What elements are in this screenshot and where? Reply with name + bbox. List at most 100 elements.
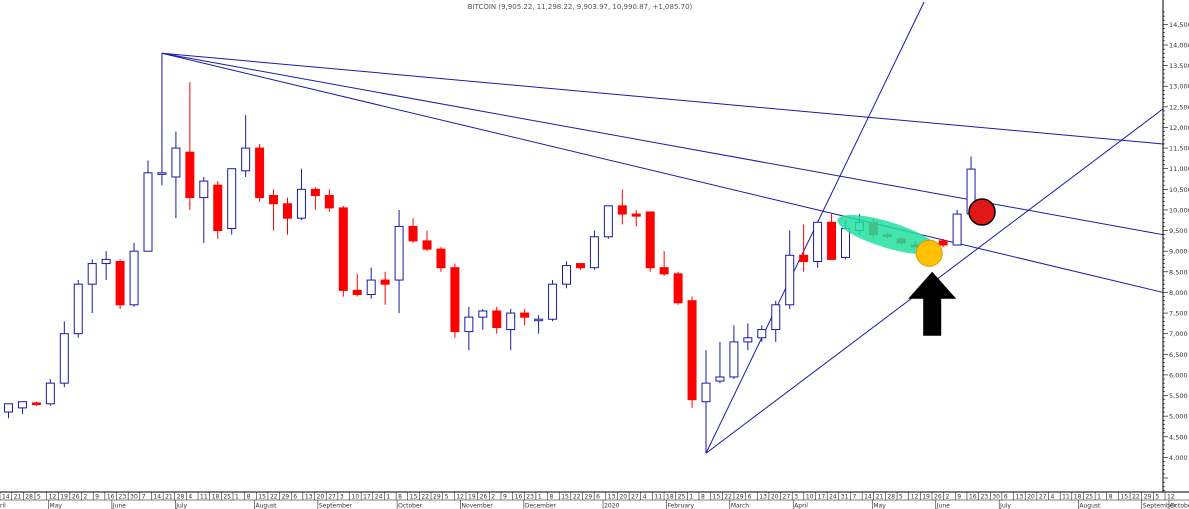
x-day-label: 12: [1167, 494, 1175, 501]
candle-body: [199, 180, 209, 199]
x-axis: 14 21 28 5 12 19 26 2 9 16 23 30 7 14 21 28 4 11 18 25 1 8 15 2…: [0, 491, 1189, 509]
x-month-label: ril: [0, 503, 6, 509]
candle-body: [575, 263, 585, 269]
candle-body: [589, 236, 599, 269]
x-day-label: 4: [643, 494, 647, 501]
x-day-label: 1: [538, 494, 542, 501]
candle-body: [506, 312, 516, 331]
candle-body: [255, 147, 265, 199]
candle-body: [380, 279, 390, 285]
candle-body: [422, 240, 432, 250]
candle-body: [464, 316, 474, 333]
x-day-label: 24: [375, 494, 383, 501]
candle-body: [338, 207, 348, 291]
x-month-label: September: [1143, 503, 1177, 509]
x-day-label: 7: [142, 494, 146, 501]
x-day-label: 12: [456, 494, 464, 501]
x-day-label: 20: [1027, 494, 1035, 501]
y-axis: 4,000 4,500 5,000 5,500 6,000 6,500 7,000 7,500…: [1162, 0, 1189, 492]
candle-body: [213, 184, 223, 232]
x-month-label: May: [873, 503, 886, 509]
x-day-label: 29: [585, 494, 593, 501]
candle-body: [771, 304, 781, 331]
x-day-label: 24: [829, 494, 837, 501]
x-day-label: 26: [480, 494, 488, 501]
candle-body: [617, 205, 627, 215]
candle-body: [827, 221, 837, 260]
x-day-label: 22: [724, 494, 732, 501]
y-tick-label: 9,000: [1169, 248, 1188, 256]
x-day-label: 20: [771, 494, 779, 501]
x-day-label: 29: [282, 494, 290, 501]
candle-body: [45, 382, 55, 405]
x-month-label: 2020: [604, 503, 619, 509]
x-day-label: 13: [608, 494, 616, 501]
candle-body: [129, 250, 139, 306]
candle-body: [227, 168, 237, 230]
y-tick-label: 4,500: [1169, 433, 1188, 441]
candle-body: [450, 267, 460, 333]
x-day-label: 14: [864, 494, 872, 501]
x-day-label: 15: [1120, 494, 1128, 501]
x-month-label: October: [398, 503, 423, 509]
x-day-label: 8: [550, 494, 554, 501]
y-tick-label: 5,500: [1169, 392, 1188, 400]
x-day-label: 23: [119, 494, 127, 501]
x-month-label: November: [461, 503, 493, 509]
x-day-label: 14: [153, 494, 161, 501]
x-day-label: 21: [165, 494, 173, 501]
x-day-label: 18: [212, 494, 220, 501]
x-day-label: 3: [794, 494, 798, 501]
red-circle: [968, 198, 996, 226]
candle-body: [115, 260, 125, 306]
candle-body: [729, 341, 739, 378]
y-tick-label: 5,000: [1169, 413, 1188, 421]
x-day-label: 22: [421, 494, 429, 501]
y-tick-label: 14,000: [1169, 41, 1189, 49]
candle-body: [87, 263, 97, 285]
x-day-label: 28: [177, 494, 185, 501]
x-day-label: 28: [25, 494, 33, 501]
x-day-label: 8: [247, 494, 251, 501]
x-day-label: 21: [876, 494, 884, 501]
x-day-label: 12: [49, 494, 57, 501]
candle-body: [952, 213, 962, 246]
x-month-label: July: [175, 503, 187, 509]
y-tick-label: 12,500: [1169, 103, 1189, 111]
x-day-label: 2: [84, 494, 88, 501]
x-day-label: 11: [1062, 494, 1070, 501]
x-day-label: 6: [748, 494, 752, 501]
x-month-label: March: [731, 503, 749, 509]
y-tick-label: 11,000: [1169, 165, 1189, 173]
x-day-label: 17: [818, 494, 826, 501]
x-day-label: 21: [14, 494, 22, 501]
candle-body: [157, 172, 167, 175]
candle-body: [478, 310, 488, 318]
x-day-label: 15: [561, 494, 569, 501]
x-month-label: June: [112, 503, 126, 509]
candle-body: [310, 188, 320, 197]
x-day-label: 6: [596, 494, 600, 501]
candle-body: [813, 221, 823, 262]
x-day-label: 18: [666, 494, 674, 501]
x-day-label: 19: [922, 494, 930, 501]
x-day-label: 10: [352, 494, 360, 501]
candle-body: [659, 267, 669, 275]
candle-body: [31, 402, 41, 406]
candle-body: [324, 195, 334, 209]
candle-body: [171, 147, 181, 178]
candle-body: [269, 195, 279, 205]
trendline: [161, 52, 1164, 293]
candle-body: [938, 240, 948, 246]
x-day-label: 25: [223, 494, 231, 501]
x-day-label: 27: [1039, 494, 1047, 501]
x-month-label: December: [525, 503, 557, 509]
candle-body: [59, 333, 69, 384]
y-tick-label: 4,000: [1169, 454, 1188, 462]
candle-body: [841, 228, 850, 258]
x-month-label: August: [1079, 503, 1101, 509]
x-day-label: 9: [503, 494, 507, 501]
x-day-label: 11: [200, 494, 208, 501]
x-day-label: 22: [270, 494, 278, 501]
x-day-label: 23: [526, 494, 534, 501]
